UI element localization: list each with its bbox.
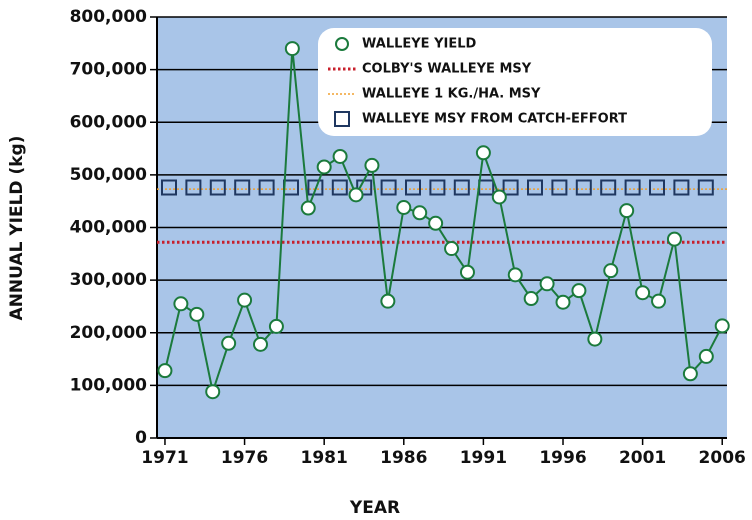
data-point bbox=[539, 276, 555, 292]
data-point bbox=[396, 200, 412, 216]
data-point bbox=[316, 159, 332, 175]
data-point bbox=[173, 296, 189, 312]
reference-marker bbox=[624, 179, 641, 196]
data-point bbox=[268, 318, 284, 334]
data-point bbox=[300, 200, 316, 216]
reference-marker bbox=[161, 179, 177, 196]
reference-marker bbox=[331, 179, 348, 196]
data-point bbox=[507, 267, 523, 283]
legend-label: COLBY'S WALLEYE MSY bbox=[362, 62, 532, 77]
y-tick-label: 200,000 bbox=[70, 323, 148, 343]
data-point bbox=[555, 294, 571, 310]
data-point bbox=[603, 263, 619, 279]
reference-marker bbox=[405, 179, 421, 196]
y-tick-label: 600,000 bbox=[70, 112, 148, 132]
data-point bbox=[523, 291, 539, 307]
legend-symbol bbox=[335, 37, 349, 51]
data-point bbox=[682, 366, 698, 382]
reference-marker bbox=[673, 179, 690, 196]
data-point bbox=[635, 285, 651, 301]
reference-marker bbox=[697, 179, 714, 196]
y-axis-label: ANNUAL YIELD (kg) bbox=[7, 136, 27, 321]
data-point bbox=[698, 348, 714, 364]
legend-box bbox=[318, 28, 712, 136]
data-point bbox=[444, 241, 460, 257]
data-point bbox=[221, 335, 237, 351]
y-tick-label: 800,000 bbox=[70, 7, 148, 27]
y-tick-label: 100,000 bbox=[70, 375, 148, 395]
reference-marker bbox=[209, 179, 226, 196]
data-point bbox=[252, 336, 268, 352]
x-tick-label: 1981 bbox=[301, 448, 348, 468]
data-point bbox=[571, 283, 587, 299]
data-point bbox=[587, 331, 603, 347]
data-point bbox=[189, 306, 205, 322]
y-tick-label: 300,000 bbox=[70, 270, 148, 290]
legend-label: WALLEYE 1 KG./HA. MSY bbox=[362, 87, 541, 102]
x-tick-label: 1971 bbox=[141, 448, 188, 468]
y-tick-label: 500,000 bbox=[70, 165, 148, 185]
reference-marker bbox=[453, 179, 470, 196]
data-point bbox=[714, 318, 730, 334]
data-point bbox=[619, 203, 635, 219]
x-tick-label: 1991 bbox=[460, 448, 507, 468]
data-point bbox=[459, 264, 475, 280]
data-point bbox=[205, 384, 221, 400]
reference-marker bbox=[429, 179, 446, 196]
reference-marker bbox=[258, 179, 275, 196]
data-point bbox=[284, 41, 300, 57]
legend-symbol bbox=[334, 111, 350, 127]
reference-marker bbox=[551, 179, 568, 196]
data-point bbox=[651, 293, 667, 309]
reference-marker bbox=[380, 179, 397, 196]
x-tick-label: 1996 bbox=[539, 448, 586, 468]
data-point bbox=[428, 215, 444, 231]
reference-marker bbox=[649, 179, 665, 196]
data-point bbox=[364, 157, 380, 173]
reference-marker bbox=[502, 179, 519, 196]
x-tick-label: 2001 bbox=[619, 448, 666, 468]
x-axis-label: YEAR bbox=[349, 498, 400, 518]
data-point bbox=[475, 145, 491, 161]
reference-marker bbox=[307, 179, 324, 196]
y-tick-label: 400,000 bbox=[70, 218, 148, 238]
x-tick-label: 2006 bbox=[699, 448, 746, 468]
reference-marker bbox=[234, 179, 251, 196]
x-tick-label: 1976 bbox=[221, 448, 268, 468]
legend-label: WALLEYE MSY FROM CATCH-EFFORT bbox=[362, 112, 627, 127]
x-tick-label: 1986 bbox=[380, 448, 427, 468]
reference-marker bbox=[575, 179, 592, 196]
data-point bbox=[157, 363, 173, 379]
data-point bbox=[666, 231, 682, 247]
data-point bbox=[332, 148, 348, 164]
reference-marker bbox=[527, 179, 543, 196]
legend-label: WALLEYE YIELD bbox=[362, 37, 476, 52]
data-point bbox=[491, 189, 507, 205]
data-point bbox=[380, 293, 396, 309]
data-point bbox=[237, 292, 253, 308]
reference-marker bbox=[600, 179, 617, 196]
data-point bbox=[412, 205, 428, 221]
y-tick-label: 700,000 bbox=[70, 60, 148, 80]
reference-marker bbox=[185, 179, 202, 196]
data-point bbox=[348, 187, 364, 203]
data-line bbox=[163, 48, 724, 396]
y-tick-label: 0 bbox=[135, 428, 147, 448]
